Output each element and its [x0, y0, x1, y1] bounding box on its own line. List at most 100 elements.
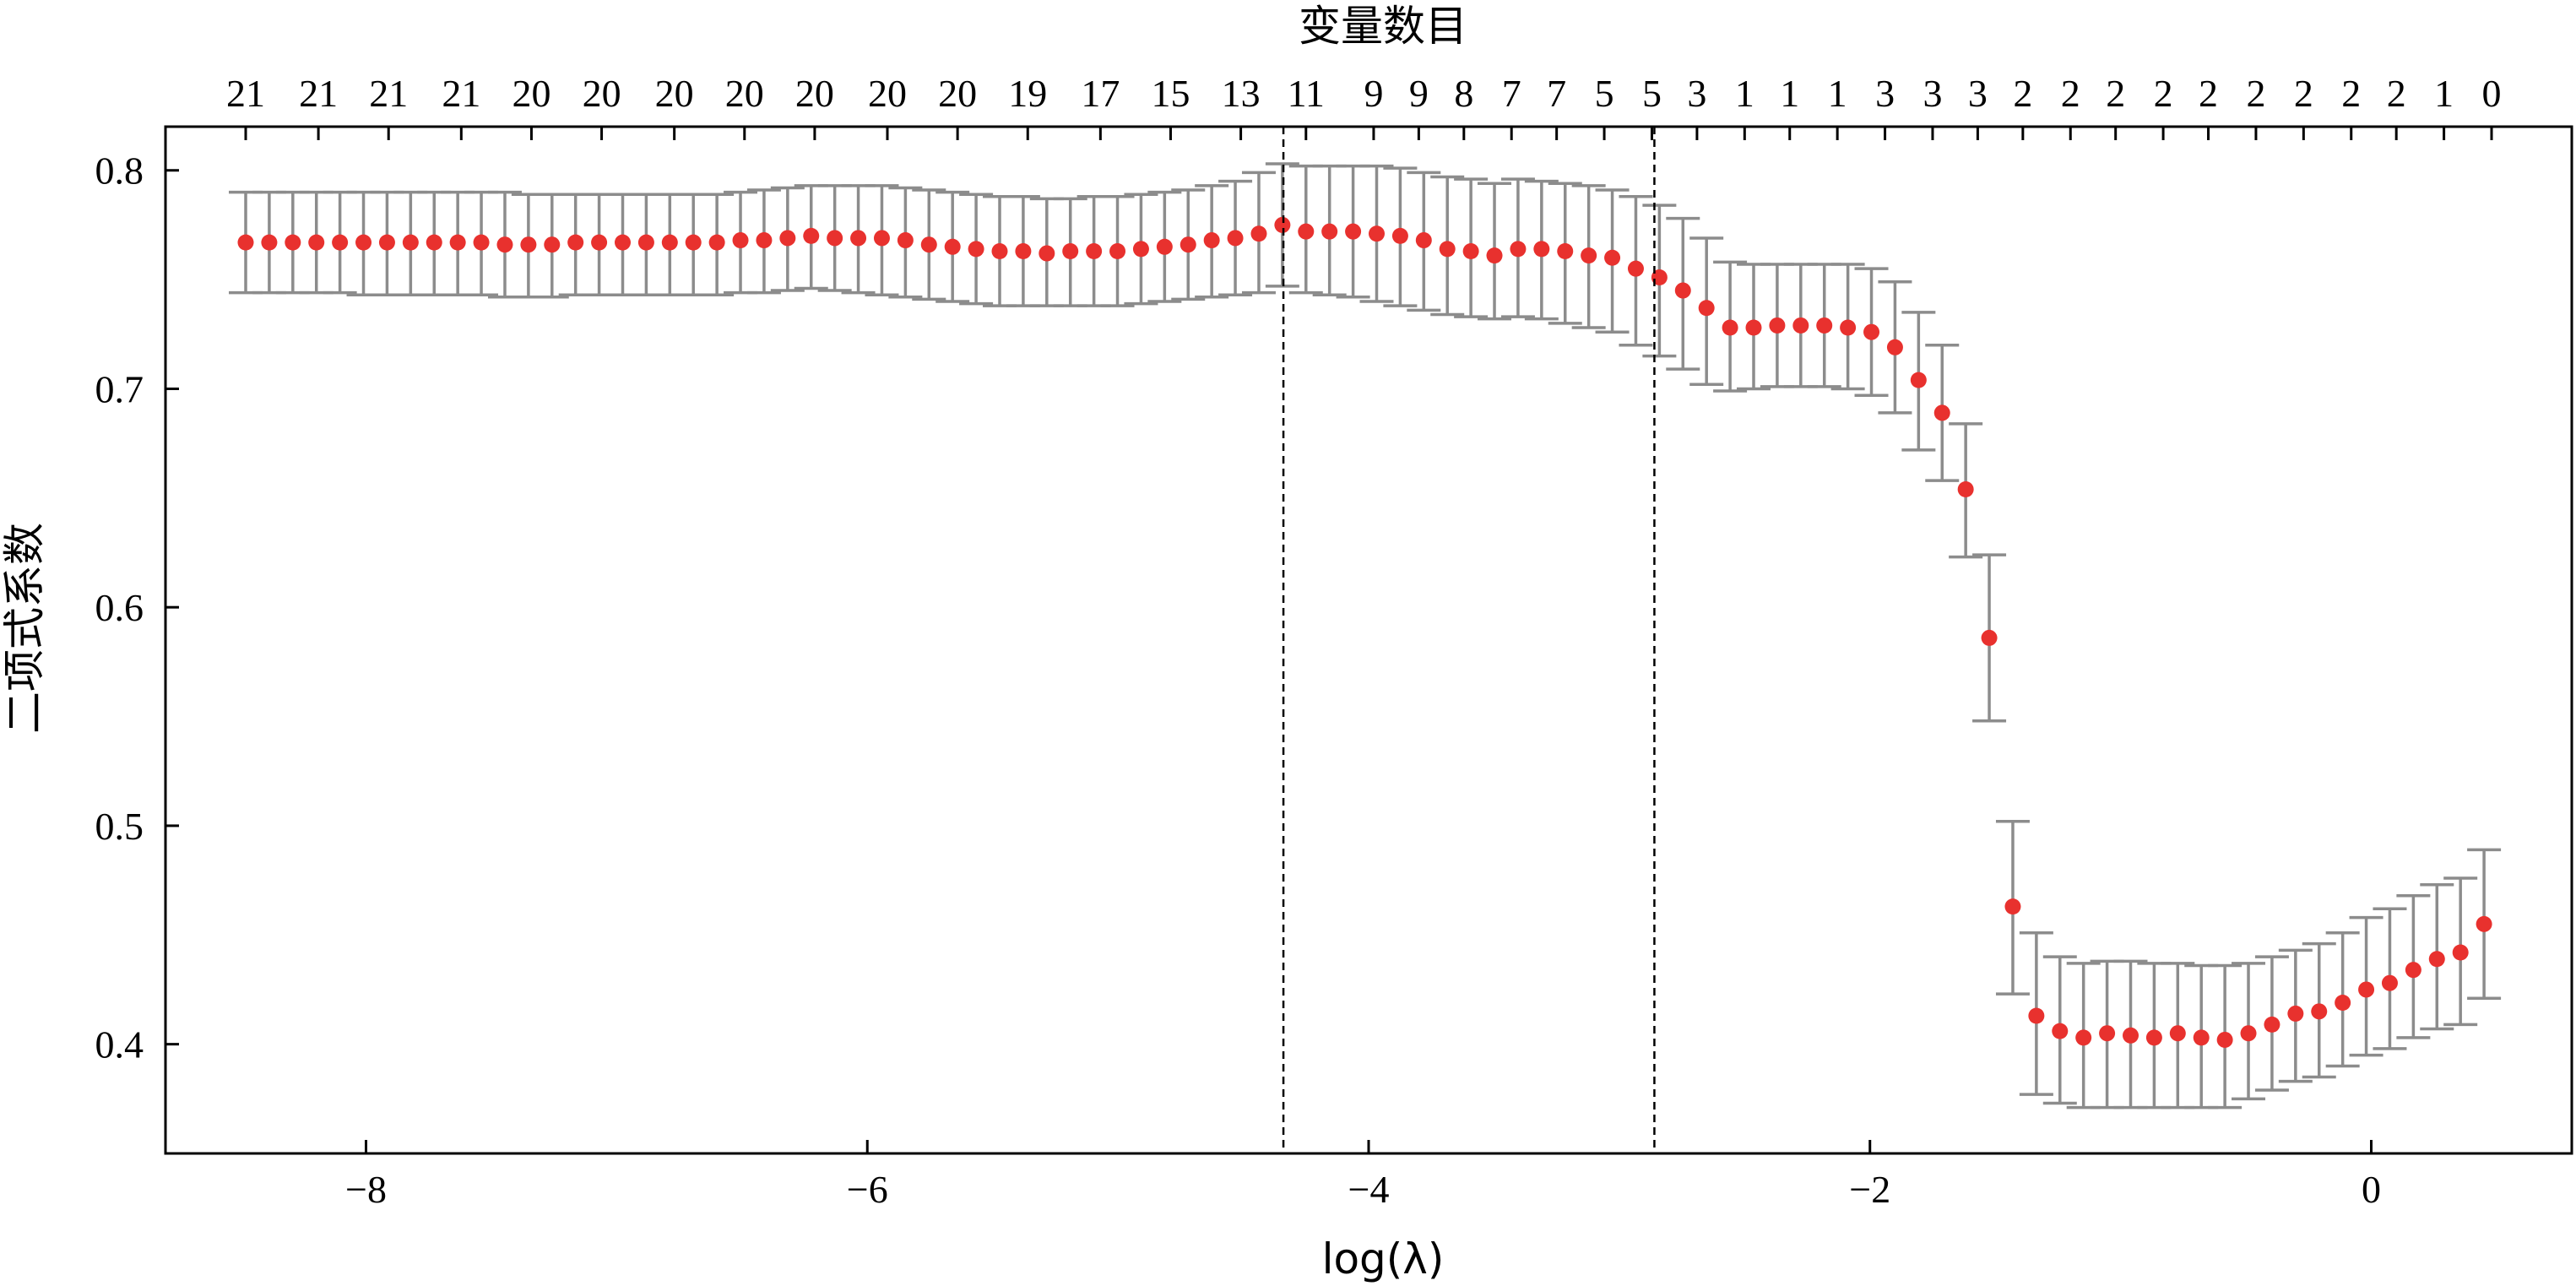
- top-tick-label: 7: [1502, 72, 1521, 115]
- data-point: [2476, 915, 2492, 932]
- data-point: [1769, 317, 1786, 334]
- data-point: [968, 241, 984, 258]
- data-point: [685, 234, 702, 251]
- data-point: [2428, 951, 2445, 968]
- data-point: [1510, 241, 1527, 258]
- x-tick-label: 0: [2362, 1168, 2381, 1211]
- x-tick-label: −6: [847, 1168, 888, 1211]
- top-tick-label: 2: [2341, 72, 2361, 115]
- data-point: [1840, 319, 1857, 336]
- data-point: [285, 234, 301, 251]
- data-point: [2358, 981, 2375, 998]
- data-point: [378, 234, 395, 251]
- data-point: [1039, 245, 1055, 262]
- top-tick-label: 17: [1081, 72, 1120, 115]
- top-tick-label: 1: [1735, 72, 1754, 115]
- y-axis-label: 二项式系数: [0, 523, 49, 734]
- top-tick-label: 9: [1409, 72, 1429, 115]
- data-point: [2028, 1007, 2045, 1024]
- data-point: [756, 232, 773, 249]
- data-point: [237, 234, 254, 251]
- data-point: [1415, 232, 1432, 249]
- data-point: [1981, 629, 1998, 646]
- data-point: [1933, 404, 1950, 421]
- top-tick-label: 20: [583, 72, 621, 115]
- data-point: [2311, 1003, 2328, 1020]
- data-point: [1674, 282, 1691, 299]
- data-point: [2099, 1025, 2116, 1042]
- data-point: [1698, 300, 1715, 317]
- data-point: [567, 234, 584, 251]
- data-point: [591, 234, 608, 251]
- y-axis: 0.4 0.5 0.6 0.7 0.8: [95, 149, 179, 1066]
- top-tick-label: 1: [1828, 72, 1847, 115]
- data-point: [355, 234, 372, 251]
- top-tick-label: 0: [2482, 72, 2502, 115]
- top-tick-label: 21: [369, 72, 408, 115]
- y-tick-label: 0.6: [95, 586, 144, 629]
- top-tick-label: 20: [868, 72, 907, 115]
- x-tick-label: −2: [1849, 1168, 1890, 1211]
- data-point: [779, 230, 796, 247]
- data-point: [1203, 232, 1220, 249]
- data-point: [1250, 225, 1267, 242]
- data-point: [2452, 944, 2469, 961]
- top-tick-label: 9: [1364, 72, 1383, 115]
- vline-layer: [1282, 127, 1656, 1153]
- data-point: [2193, 1029, 2210, 1046]
- data-point: [1369, 225, 1385, 242]
- top-tick-label: 3: [1923, 72, 1942, 115]
- top-tick-label: 2: [2061, 72, 2080, 115]
- top-tick-label: 15: [1151, 72, 1190, 115]
- data-point: [2075, 1029, 2092, 1046]
- plot-frame: [164, 125, 2573, 1155]
- data-point: [708, 234, 725, 251]
- top-tick-label: 21: [442, 72, 480, 115]
- y-tick-label: 0.8: [95, 149, 144, 193]
- top-tick-label: 8: [1454, 72, 1473, 115]
- data-point: [1439, 241, 1456, 258]
- data-point: [1086, 242, 1103, 259]
- top-tick-label: 5: [1642, 72, 1662, 115]
- top-axis-label: 变量数目: [1299, 2, 1467, 51]
- top-tick-label: 3: [1968, 72, 1988, 115]
- top-tick-label: 20: [512, 72, 550, 115]
- data-point: [803, 227, 820, 244]
- data-point: [496, 236, 513, 253]
- x-axis: −8 −6 −4 −2 0: [345, 1140, 2381, 1211]
- top-tick-label: 20: [795, 72, 834, 115]
- data-point: [2335, 994, 2351, 1011]
- data-point: [1015, 242, 1032, 259]
- data-point: [1604, 249, 1621, 266]
- top-tick-label: 19: [1008, 72, 1047, 115]
- data-point: [426, 234, 442, 251]
- data-point: [261, 234, 278, 251]
- data-point: [1345, 223, 1362, 240]
- data-point: [1957, 480, 1974, 497]
- y-tick-label: 0.5: [95, 805, 144, 848]
- data-point: [544, 236, 561, 253]
- data-point: [402, 234, 419, 251]
- data-point: [2240, 1025, 2257, 1042]
- data-point: [1533, 241, 1550, 258]
- data-point: [732, 232, 749, 249]
- data-point: [1321, 223, 1338, 240]
- data-point: [1274, 216, 1291, 233]
- data-point: [850, 230, 867, 247]
- data-point: [661, 234, 678, 251]
- data-point: [1298, 223, 1315, 240]
- top-tick-label: 2: [2106, 72, 2125, 115]
- errorbar-layer: [229, 162, 2502, 1110]
- top-tick-label: 11: [1288, 72, 1325, 115]
- top-tick-label: 20: [938, 72, 977, 115]
- top-tick-label: 2: [2246, 72, 2265, 115]
- data-point: [1462, 242, 1479, 259]
- data-point: [2287, 1005, 2304, 1022]
- data-point: [2123, 1027, 2139, 1044]
- top-tick-label: 2: [2294, 72, 2313, 115]
- y-tick-label: 0.4: [95, 1023, 144, 1066]
- data-point: [1062, 242, 1079, 259]
- top-axis: 21 21 21 21 20 20 20 20 20 20 20 19 17 15 13 11 9 9 8 7 7 5 5 3…: [226, 72, 2502, 140]
- top-tick-label: 21: [226, 72, 265, 115]
- data-point: [520, 236, 537, 253]
